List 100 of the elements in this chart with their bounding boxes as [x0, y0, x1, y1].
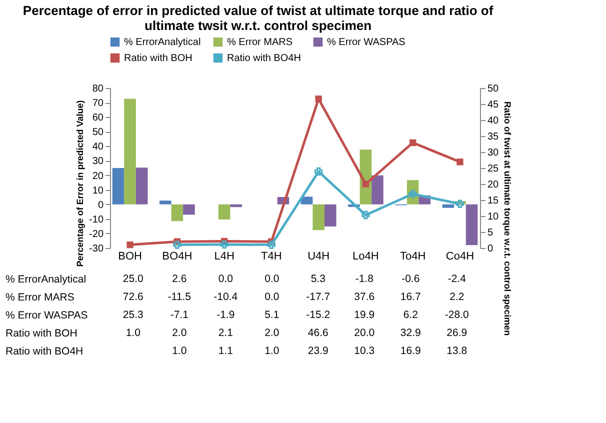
- bar: [324, 204, 336, 226]
- y2-tick-label: 50: [488, 84, 500, 94]
- y2-tick-label: 20: [488, 180, 500, 190]
- text: 25.3: [122, 309, 144, 321]
- bar: [124, 98, 136, 204]
- text: -1.8: [355, 273, 374, 285]
- text: 5.1: [264, 309, 280, 321]
- bar: [136, 168, 148, 204]
- x-tick-label: L4H: [214, 250, 234, 262]
- y-axis-title: Percentage of Error in predicted Value): [75, 100, 86, 267]
- legend-label: % Error WASPAS: [327, 37, 406, 48]
- bar: [300, 196, 313, 204]
- legend-label: Ratio with BOH: [124, 53, 192, 64]
- text: 2.6: [172, 273, 187, 285]
- legend-label: Ratio with BO4H: [227, 53, 301, 64]
- x-tick-label: BO4H: [162, 250, 192, 262]
- bar: [466, 204, 478, 246]
- y2-tick-label: 25: [488, 164, 500, 174]
- x-tick-label: T4H: [261, 250, 282, 262]
- text: 0.0: [218, 273, 233, 285]
- point: [267, 240, 276, 249]
- y2-tick-label: 10: [488, 212, 500, 222]
- y-tick-label: 80: [92, 84, 104, 94]
- y2-tick-label: 0: [488, 244, 494, 254]
- bar: [372, 175, 384, 204]
- text: Percentage of error in predicted value of twist at ultimate torque and ratio of: [22, 3, 494, 18]
- y-tick-label: 0: [98, 200, 104, 211]
- text: 23.9: [308, 345, 328, 357]
- text: 37.6: [354, 291, 375, 303]
- bar: [112, 168, 124, 204]
- text: 2.0: [264, 327, 280, 339]
- bar: [230, 204, 242, 208]
- text: ultimate twsit w.r.t. control specimen: [144, 18, 372, 33]
- point: [409, 139, 416, 146]
- text: % ErrorAnalytical: [6, 274, 86, 286]
- text: 0.0: [264, 273, 280, 285]
- bar: [183, 204, 195, 215]
- text: 16.9: [400, 345, 421, 357]
- text: 1.0: [264, 345, 280, 357]
- text: 10.3: [354, 345, 375, 357]
- y-tick-label: 60: [92, 112, 104, 124]
- text: -28.0: [444, 309, 469, 321]
- point: [456, 158, 464, 166]
- text: 32.9: [400, 327, 421, 339]
- legend-label: % Error MARS: [227, 37, 293, 48]
- text: -2.4: [448, 273, 466, 285]
- point: [173, 240, 182, 249]
- text: 16.7: [400, 291, 421, 303]
- point: [315, 96, 322, 102]
- point: [314, 167, 323, 176]
- text: -17.7: [306, 291, 330, 303]
- y2-tick-label: 30: [488, 148, 500, 158]
- y-tick-label: -30: [89, 244, 104, 254]
- bar: [171, 204, 184, 222]
- y-tick-label: 10: [92, 185, 104, 196]
- text: 19.9: [354, 309, 375, 321]
- text: 26.9: [446, 327, 468, 339]
- text: 5.3: [310, 273, 326, 285]
- y-tick-label: 30: [92, 156, 104, 168]
- y2-tick-label: 45: [488, 100, 500, 110]
- y-tick-label: 20: [92, 170, 104, 182]
- point: [456, 200, 464, 208]
- text: % Error MARS: [6, 292, 74, 304]
- text: 1.0: [172, 345, 187, 357]
- x-tick-label: U4H: [308, 250, 330, 262]
- text: 0.0: [264, 291, 280, 303]
- text: -15.2: [306, 309, 330, 321]
- text: 1.1: [218, 345, 233, 357]
- point: [126, 241, 134, 248]
- text: 6.2: [403, 309, 418, 321]
- point: [362, 180, 370, 188]
- x-tick-label: Lo4H: [352, 250, 379, 262]
- x-tick-label: To4H: [400, 250, 426, 262]
- point: [362, 210, 370, 220]
- text: Ratio with BOH: [6, 328, 78, 340]
- text: 46.6: [308, 327, 328, 339]
- y-tick-label: -20: [89, 228, 104, 240]
- point: [220, 240, 228, 249]
- y2-tick-label: 15: [488, 196, 500, 206]
- text: -7.1: [170, 309, 188, 321]
- text: 2.2: [450, 291, 464, 303]
- y-tick-label: 40: [92, 142, 104, 153]
- y-tick-label: -10: [89, 214, 104, 226]
- text: 2.1: [218, 327, 233, 339]
- y2-tick-label: 35: [488, 132, 500, 142]
- x-tick-label: Co4H: [446, 250, 474, 262]
- bar: [312, 204, 324, 230]
- y-tick-label: 50: [92, 127, 104, 138]
- text: 2.0: [172, 327, 187, 339]
- x-tick-label: BOH: [118, 250, 142, 262]
- text: Ratio with BO4H: [6, 346, 84, 358]
- text: -11.5: [168, 291, 191, 303]
- text: 72.6: [122, 291, 144, 303]
- bar: [218, 204, 230, 220]
- text: % Error WASPAS: [6, 310, 88, 322]
- legend-label: % ErrorAnalytical: [124, 37, 201, 48]
- text: -0.6: [402, 273, 420, 285]
- bar: [442, 204, 454, 208]
- text: 13.8: [446, 345, 468, 357]
- text: 25.0: [122, 273, 144, 285]
